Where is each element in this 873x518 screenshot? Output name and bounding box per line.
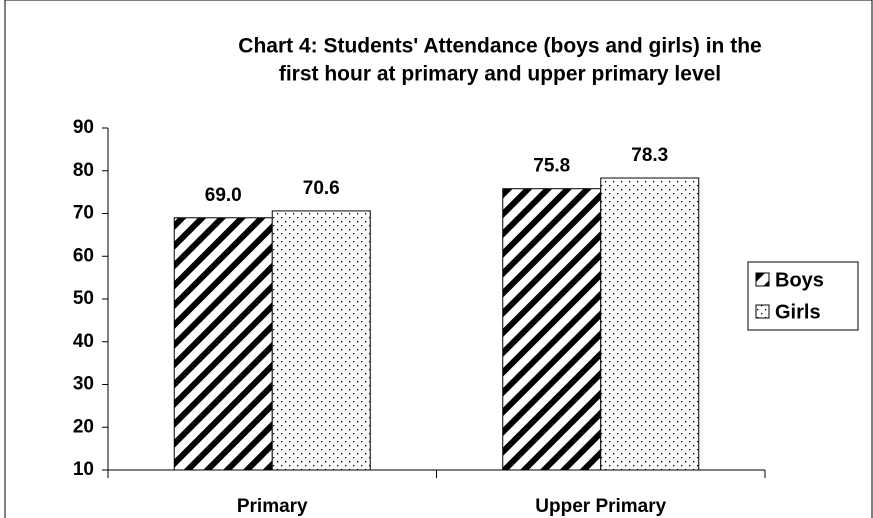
legend-swatch xyxy=(755,304,770,319)
bar xyxy=(600,177,700,471)
legend-label: Girls xyxy=(775,301,821,323)
y-tick-label: 90 xyxy=(73,117,94,138)
y-tick-label: 80 xyxy=(73,160,94,181)
bar xyxy=(173,217,273,471)
value-label: 75.8 xyxy=(533,156,570,177)
legend-swatch xyxy=(755,272,770,287)
legend-label: Boys xyxy=(775,269,824,291)
value-label: 78.3 xyxy=(631,145,668,166)
y-tick-label: 50 xyxy=(73,288,94,309)
chart-title: first hour at primary and upper primary … xyxy=(279,63,721,86)
value-label: 70.6 xyxy=(303,178,340,199)
chart-title: Chart 4: Students' Attendance (boys and … xyxy=(238,35,761,58)
y-tick-label: 70 xyxy=(73,203,94,224)
frame xyxy=(4,0,873,518)
bar xyxy=(502,188,602,471)
y-tick-label: 40 xyxy=(73,331,94,352)
x-tick-label: Upper Primary xyxy=(535,496,666,517)
bar xyxy=(271,210,371,471)
value-label: 69.0 xyxy=(205,185,242,206)
y-tick-label: 10 xyxy=(73,459,94,480)
y-tick-label: 20 xyxy=(73,416,94,437)
y-tick-label: 30 xyxy=(73,374,94,395)
x-tick-label: Primary xyxy=(237,496,308,517)
y-tick-label: 60 xyxy=(73,245,94,266)
